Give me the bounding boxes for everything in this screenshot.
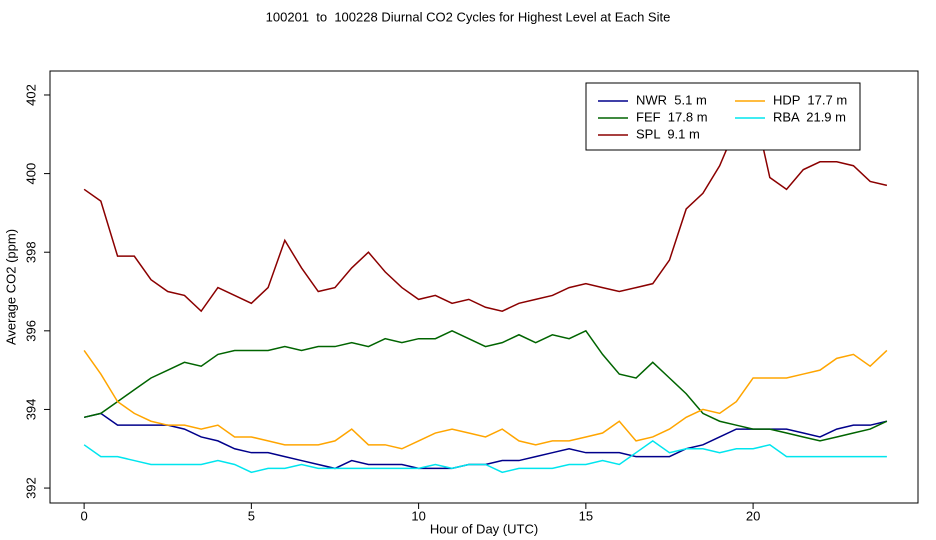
- x-tick-label: 15: [579, 508, 593, 523]
- legend-label: SPL 9.1 m: [636, 126, 700, 141]
- x-tick-label: 5: [248, 508, 255, 523]
- y-tick-label: 392: [23, 477, 38, 499]
- plot-frame: [49, 70, 919, 504]
- legend-label: RBA 21.9 m: [773, 109, 846, 124]
- x-tick-label: 20: [746, 508, 760, 523]
- series-line: [83, 329, 888, 442]
- y-tick-label: 402: [23, 84, 38, 106]
- series-line: [83, 349, 888, 450]
- series-line: [83, 412, 888, 470]
- legend-label: NWR 5.1 m: [636, 92, 707, 107]
- y-tick-label: 396: [23, 320, 38, 342]
- legend-label: FEF 17.8 m: [636, 109, 708, 124]
- series-line: [83, 439, 887, 474]
- y-tick-label: 394: [23, 399, 38, 421]
- y-tick-label: 400: [23, 163, 38, 185]
- x-tick-label: 0: [81, 508, 88, 523]
- y-tick-label: 398: [23, 241, 38, 263]
- x-axis-label: Hour of Day (UTC): [430, 521, 538, 536]
- x-tick-label: 10: [411, 508, 425, 523]
- legend-label: HDP 17.7 m: [773, 92, 847, 107]
- legend-box: [585, 82, 861, 151]
- chart-title: 100201 to 100228 Diurnal CO2 Cycles for …: [266, 9, 671, 24]
- y-axis-label: Average CO2 (ppm): [3, 229, 18, 345]
